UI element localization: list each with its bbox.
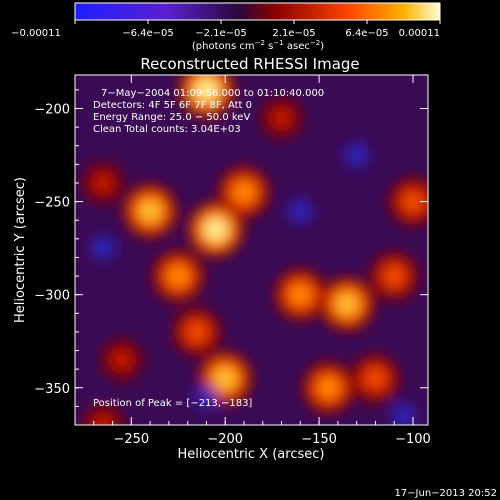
emission-blob (198, 81, 215, 98)
colorbar-tick-label: 2.1e−05 (272, 28, 315, 39)
timestamp: 17−Jun−2013 20:52 (394, 488, 497, 499)
colorbar-ticks (74, 20, 441, 24)
colorbar-tick-label: −6.4e−05 (122, 28, 174, 39)
annotation-line: 7−May−2004 01:09:56.000 to 01:10:40.000 (101, 88, 324, 99)
emission-sources (83, 75, 428, 425)
emission-blob (292, 286, 309, 303)
x-tick-label: −100 (395, 432, 431, 447)
annotation-line: Energy Range: 25.0 − 50.0 keV (93, 112, 250, 123)
x-axis-label: Heliocentric X (arcsec) (178, 447, 325, 462)
emission-blob (273, 109, 290, 126)
emission-blob (83, 405, 124, 425)
y-tick-label: −250 (34, 196, 70, 211)
y-axis-label: Heliocentric Y (arcsec) (13, 177, 28, 323)
peak-position-label: Position of Peak = [−213,−183] (93, 398, 252, 409)
negative-blob (288, 198, 313, 223)
colorbar (74, 2, 441, 21)
x-tick-label: −150 (301, 432, 337, 447)
colorbar-units: (photons cm−2 s−1 asec−2) (192, 39, 324, 52)
emission-blob (95, 174, 112, 191)
emission-blob (170, 268, 187, 285)
emission-blob (189, 323, 206, 340)
emission-blob (113, 351, 130, 368)
emission-blob (339, 295, 356, 312)
emission-blob (95, 417, 112, 425)
plot-annotations: 7−May−2004 01:09:56.000 to 01:10:40.000D… (93, 88, 324, 135)
emission-blob (217, 370, 234, 387)
chart-title: Reconstructed RHESSI Image (140, 55, 359, 73)
y-tick-label: −300 (34, 289, 70, 304)
negative-blob (194, 385, 219, 410)
y-tick-label: −350 (34, 382, 70, 397)
annotation-line: Clean Total counts: 3.04E+03 (93, 124, 241, 135)
emission-blob (320, 379, 337, 396)
x-tick-label: −200 (207, 432, 243, 447)
emission-blob (367, 370, 384, 387)
y-axis-tick-labels: −200 −250 −300 −350 (34, 103, 70, 397)
emission-blob (235, 184, 252, 201)
colorbar-tick-label: 6.4e−05 (345, 28, 388, 39)
emission-blob (142, 202, 159, 219)
colorbar-tick-label: −0.00011 (11, 28, 61, 39)
colorbar-tick-label: 0.00011 (399, 28, 440, 39)
negative-blob (391, 403, 416, 425)
x-axis-tick-labels: −250 −200 −150 −100 (113, 432, 430, 447)
annotation-line: Detectors: 4F 5F 6F 7F 8F, Att 0 (93, 100, 252, 111)
plot-frame (74, 74, 429, 426)
emission-blob (404, 193, 421, 210)
y-axis-ticks (75, 89, 428, 407)
emission-blob (207, 221, 224, 238)
colorbar-tick-label: −2.1e−05 (195, 28, 247, 39)
x-tick-label: −250 (113, 432, 149, 447)
colorbar-tick-labels: −0.00011 −6.4e−05 −2.1e−05 2.1e−05 6.4e−05 0.… (11, 28, 440, 39)
x-axis-ticks (93, 75, 414, 425)
emission-blob (386, 268, 403, 285)
negative-blob (344, 143, 369, 168)
y-tick-label: −200 (34, 103, 70, 118)
negative-blob (91, 236, 116, 261)
